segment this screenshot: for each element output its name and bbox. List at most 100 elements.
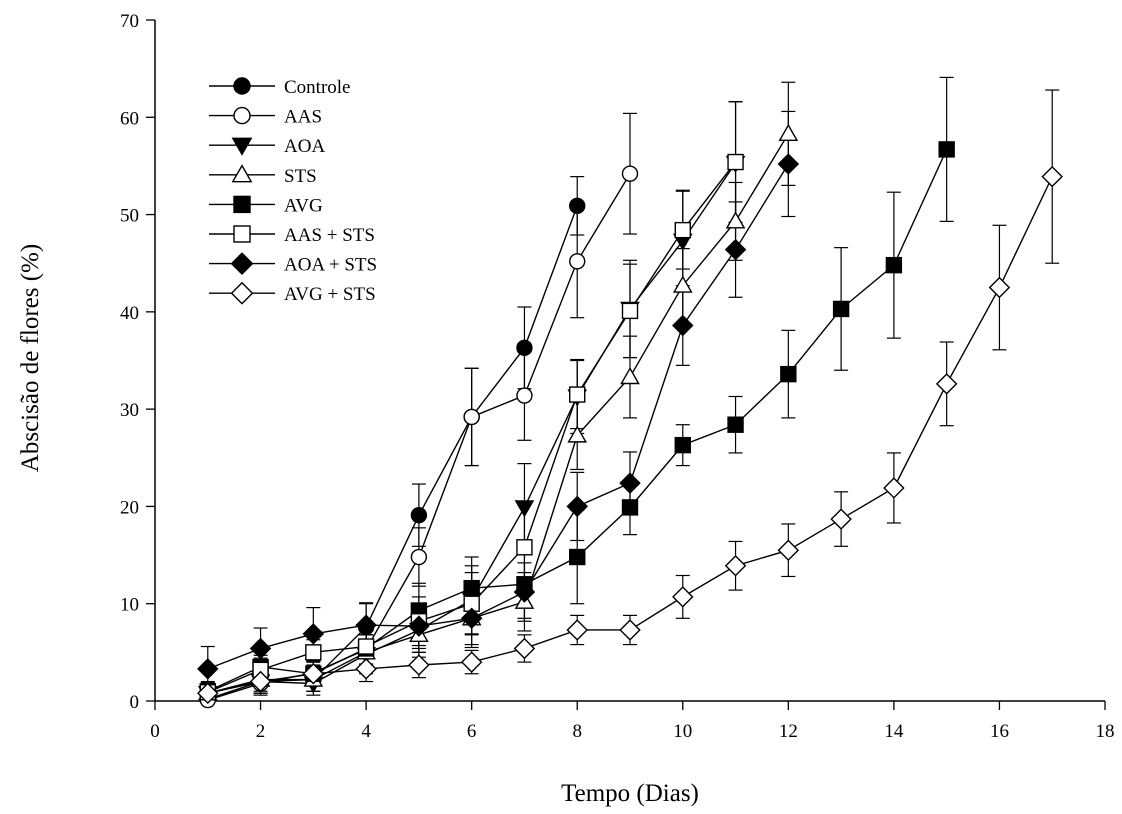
data-point [727,153,744,171]
data-point [830,508,852,530]
data-point [516,339,533,357]
data-point [410,506,428,524]
data-point [672,314,694,337]
legend-item: Controle [209,77,351,98]
data-point [988,276,1011,299]
legend-label: AVG [284,195,323,216]
plot-frame [154,20,1105,702]
y-tick-label: 20 [120,497,139,518]
data-point [724,238,747,261]
y-tick-label: 70 [120,11,139,32]
legend-label: AAS + STS [284,225,375,246]
data-point [566,619,588,641]
data-point [410,548,428,566]
data-point [463,408,480,426]
data-point [672,586,694,608]
legend-label: STS [284,166,317,187]
data-point [672,275,693,293]
legend-label: AAS [284,107,322,128]
data-point [249,637,272,660]
x-tick-label: 18 [1096,721,1115,742]
series-markers [197,123,1063,709]
x-tick-label: 2 [256,721,266,742]
data-point [460,651,483,673]
data-point [1041,165,1063,188]
data-point [514,500,535,518]
data-point [355,658,377,680]
y-tick-label: 50 [120,206,139,227]
data-point [674,221,691,239]
data-point [724,555,747,577]
data-point [621,165,639,182]
legend-item: AVG + STS [209,281,376,305]
data-point [777,153,800,175]
x-tick-label: 4 [361,721,371,742]
legend-marker [233,195,251,214]
legend-item: STS [209,164,317,187]
data-point [513,581,536,603]
data-point [885,256,903,274]
data-point [780,365,797,383]
y-tick-label: 40 [120,303,139,324]
legend-marker [230,281,254,305]
data-point [566,495,588,518]
data-point [619,619,641,641]
data-point [620,367,640,385]
data-point [935,373,958,395]
x-tick-label: 16 [990,721,1009,742]
data-point [567,425,588,443]
data-point [619,472,641,494]
x-tick-label: 10 [673,721,692,742]
legend-marker [233,77,251,95]
data-point [197,658,219,680]
data-point [357,638,375,655]
data-point [725,211,746,229]
legend-label: AOA + STS [284,255,377,276]
data-point [460,607,483,630]
data-point [197,682,219,704]
data-point [883,477,905,499]
legend-item: AVG [209,195,323,216]
legend-marker [233,106,251,125]
x-tick-label: 0 [150,721,160,742]
y-axis-title: Abscisão de flores (%) [17,244,44,472]
legend: Controle AAS AOA STS AVG AAS + STS AOA + STS AV… [209,77,377,305]
data-point [355,614,377,636]
x-tick-label: 12 [779,721,798,742]
data-point [621,302,639,320]
x-tick-label: 14 [884,721,904,742]
data-point [513,637,536,660]
data-point [674,436,691,454]
data-point [516,539,533,556]
x-tick-label: 8 [572,721,582,742]
legend-marker [233,225,251,243]
x-tick-label: 6 [467,721,477,742]
legend-marker [231,164,253,183]
y-tick-label: 30 [120,400,139,421]
legend-label: AOA [284,136,325,157]
data-point [777,539,800,561]
legend-marker [230,252,254,275]
data-point [249,670,272,693]
data-point [569,386,586,403]
x-axis-ticks: 0 2 4 6 8 10 12 14 16 18 [150,701,1115,742]
y-axis-ticks: 0 10 20 30 40 50 60 70 [120,11,155,713]
data-point [302,623,325,645]
legend-item: AOA [209,136,325,157]
data-point [727,416,744,433]
data-point [832,300,850,318]
y-tick-label: 0 [130,692,140,713]
data-point [621,499,639,516]
data-point [569,253,586,270]
x-axis-title: Tempo (Dias) [561,780,699,807]
y-tick-label: 10 [120,595,139,616]
legend-item: AOA + STS [209,252,377,276]
legend-item: AAS [209,107,322,128]
data-point [938,141,955,158]
legend-label: Controle [284,77,351,98]
data-point [302,663,325,685]
data-point [778,123,799,141]
data-point [516,387,533,404]
data-point [463,579,480,597]
